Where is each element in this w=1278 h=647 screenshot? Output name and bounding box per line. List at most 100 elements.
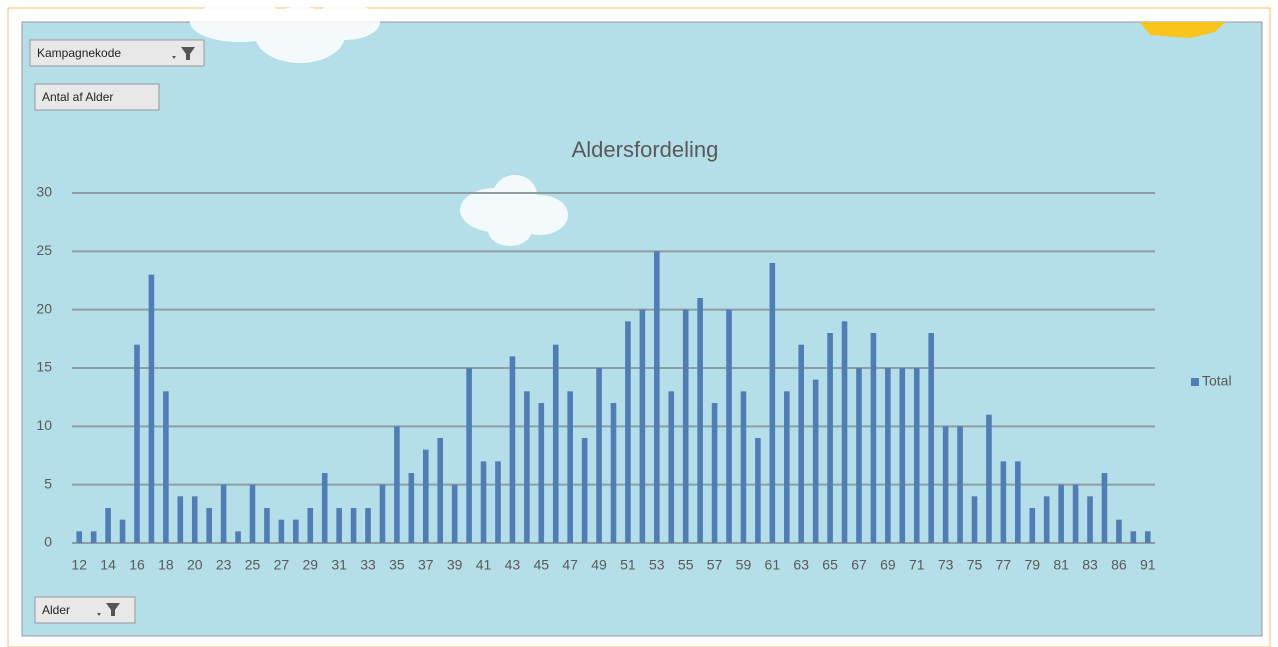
bar <box>827 333 833 543</box>
bar <box>842 321 848 543</box>
bar <box>1073 485 1079 543</box>
bar <box>900 368 906 543</box>
button-label: Antal af Alder <box>42 90 113 104</box>
bar <box>914 368 920 543</box>
x-tick-label: 51 <box>620 557 636 573</box>
x-tick-label: 79 <box>1024 557 1040 573</box>
bar <box>1015 461 1021 543</box>
bar <box>452 485 458 543</box>
value-button[interactable]: Antal af Alder <box>35 84 159 110</box>
bar <box>567 391 573 543</box>
x-tick-label: 55 <box>678 557 694 573</box>
x-tick-label: 59 <box>736 557 752 573</box>
bar <box>596 368 602 543</box>
bar <box>1087 496 1093 543</box>
bar <box>149 275 155 543</box>
bar <box>192 496 198 543</box>
bar <box>481 461 487 543</box>
bar <box>293 520 299 543</box>
bar <box>741 391 747 543</box>
bar <box>134 345 140 543</box>
x-tick-label: 37 <box>418 557 434 573</box>
x-tick-label: 16 <box>129 557 145 573</box>
x-tick-label: 75 <box>967 557 983 573</box>
x-tick-label: 81 <box>1053 557 1069 573</box>
bar <box>697 298 703 543</box>
bar <box>91 531 97 543</box>
bar <box>683 310 689 543</box>
bar <box>380 485 386 543</box>
x-tick-label: 41 <box>476 557 492 573</box>
x-tick-label: 27 <box>274 557 290 573</box>
bar <box>712 403 718 543</box>
x-tick-label: 33 <box>360 557 376 573</box>
bar <box>784 391 790 543</box>
x-tick-label: 20 <box>187 557 203 573</box>
bar <box>798 345 804 543</box>
bar <box>1116 520 1122 543</box>
y-tick-label: 0 <box>44 534 52 550</box>
x-tick-label: 69 <box>880 557 896 573</box>
bar <box>250 485 256 543</box>
bar <box>394 426 400 543</box>
x-tick-label: 31 <box>331 557 347 573</box>
bar <box>539 403 545 543</box>
bar <box>813 380 819 543</box>
x-tick-label: 71 <box>909 557 925 573</box>
bar <box>770 263 776 543</box>
bar <box>163 391 169 543</box>
bar <box>755 438 761 543</box>
bar <box>437 438 443 543</box>
bar <box>611 403 617 543</box>
button-label: Kampagnekode <box>37 46 121 60</box>
x-tick-label: 49 <box>591 557 607 573</box>
x-tick-label: 43 <box>505 557 521 573</box>
bar <box>668 391 674 543</box>
bar <box>582 438 588 543</box>
y-tick-label: 25 <box>36 242 52 258</box>
bar <box>726 310 732 543</box>
bar <box>1044 496 1050 543</box>
y-tick-label: 15 <box>36 359 52 375</box>
x-tick-label: 83 <box>1082 557 1098 573</box>
x-tick-label: 65 <box>822 557 838 573</box>
x-tick-label: 25 <box>245 557 261 573</box>
bar <box>553 345 559 543</box>
bar <box>957 426 963 543</box>
x-tick-label: 14 <box>100 557 116 573</box>
bar <box>221 485 227 543</box>
bar <box>235 531 241 543</box>
x-tick-label: 67 <box>851 557 867 573</box>
filter-button[interactable]: Kampagnekode <box>30 40 204 66</box>
bar <box>264 508 270 543</box>
bar <box>120 520 126 543</box>
bar <box>943 426 949 543</box>
x-tick-label: 73 <box>938 557 954 573</box>
bar <box>351 508 357 543</box>
page: {"filters": {"report_filter": "Kampagnek… <box>0 0 1278 647</box>
bar <box>1102 473 1108 543</box>
legend-label: Total <box>1202 373 1232 389</box>
bar <box>1145 531 1151 543</box>
bar <box>1131 531 1137 543</box>
y-tick-label: 5 <box>44 475 52 491</box>
legend-swatch <box>1191 378 1199 386</box>
x-tick-label: 86 <box>1111 557 1127 573</box>
bar <box>307 508 313 543</box>
x-tick-label: 53 <box>649 557 665 573</box>
x-tick-label: 61 <box>765 557 781 573</box>
x-tick-label: 77 <box>996 557 1012 573</box>
bar <box>336 508 342 543</box>
bar <box>524 391 530 543</box>
bar <box>409 473 415 543</box>
bar <box>640 310 646 543</box>
bar <box>654 251 660 543</box>
x-tick-label: 35 <box>389 557 405 573</box>
bar <box>856 368 862 543</box>
chart-title: Aldersfordeling <box>572 137 719 162</box>
bar <box>279 520 285 543</box>
x-tick-label: 57 <box>707 557 723 573</box>
bar <box>76 531 82 543</box>
axis-field-button[interactable]: Alder <box>35 597 135 623</box>
y-tick-label: 10 <box>36 417 52 433</box>
